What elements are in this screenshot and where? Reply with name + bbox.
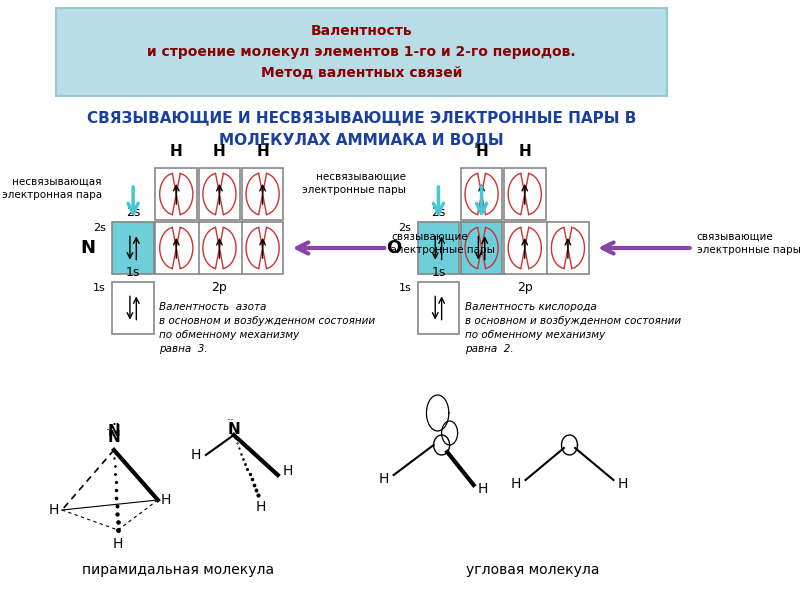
Text: H: H (379, 472, 390, 486)
Text: N: N (107, 431, 120, 445)
Text: 2s: 2s (126, 205, 140, 218)
Text: пирамидальная молекула: пирамидальная молекула (82, 563, 274, 577)
Text: 2p: 2p (517, 281, 533, 295)
Bar (418, 222, 459, 274)
Text: N̈: N̈ (107, 425, 120, 439)
Text: Валентность
и строение молекул элементов 1-го и 2-го периодов.
Метод валентных с: Валентность и строение молекул элементов… (147, 25, 576, 80)
Text: H: H (282, 464, 293, 478)
Bar (56, 8, 667, 96)
Text: H: H (213, 145, 226, 160)
Text: H: H (518, 145, 531, 160)
Text: H: H (475, 145, 488, 160)
Bar (461, 222, 589, 274)
Text: 2p: 2p (211, 281, 227, 295)
Text: несвязывающая
электронная пара: несвязывающая электронная пара (2, 176, 102, 200)
Text: H: H (510, 477, 521, 491)
Text: N: N (81, 239, 96, 257)
Text: H: H (256, 500, 266, 514)
Bar (242, 168, 283, 220)
Text: МОЛЕКУЛАХ АММИАКА И ВОДЫ: МОЛЕКУЛАХ АММИАКА И ВОДЫ (219, 133, 504, 148)
Bar (418, 282, 459, 334)
Text: O: O (386, 239, 402, 257)
Bar (461, 168, 502, 220)
Text: H: H (256, 145, 269, 160)
Bar (155, 168, 197, 220)
Text: H: H (478, 482, 488, 496)
Text: 1s: 1s (126, 265, 140, 278)
Bar (198, 168, 240, 220)
Text: связывающие
электронные пары: связывающие электронные пары (697, 232, 800, 254)
Text: угловая молекула: угловая молекула (466, 563, 599, 577)
Bar (112, 222, 154, 274)
Text: H: H (49, 503, 59, 517)
Text: H: H (113, 537, 123, 551)
Text: Валентность кислорода
в основном и возбужденном состоянии
по обменному механизму: Валентность кислорода в основном и возбу… (465, 302, 681, 354)
Text: N: N (227, 422, 240, 437)
Text: 1s: 1s (398, 283, 411, 293)
Text: 1s: 1s (431, 265, 446, 278)
Text: 1s: 1s (93, 283, 106, 293)
Text: СВЯЗЫВАЮЩИЕ И НЕСВЯЗЫВАЮЩИЕ ЭЛЕКТРОННЫЕ ПАРЫ В: СВЯЗЫВАЮЩИЕ И НЕСВЯЗЫВАЮЩИЕ ЭЛЕКТРОННЫЕ … (87, 110, 636, 125)
Bar (504, 168, 546, 220)
Text: связывающие
электронные пары: связывающие электронные пары (391, 232, 495, 254)
Text: Валентность  азота
в основном и возбужденном состоянии
по обменному механизму
ра: Валентность азота в основном и возбужден… (159, 302, 376, 354)
Text: несвязывающие
электронные пары: несвязывающие электронные пары (302, 172, 406, 194)
Text: H: H (618, 477, 628, 491)
Text: 2s: 2s (431, 205, 446, 218)
Text: H: H (191, 448, 202, 462)
Text: 2s: 2s (398, 223, 411, 233)
Bar (461, 222, 502, 274)
Text: H: H (170, 145, 182, 160)
Text: H: H (161, 493, 171, 507)
Text: ..: .. (106, 419, 114, 433)
Text: ..: .. (226, 410, 234, 424)
Bar (112, 282, 154, 334)
Bar (155, 222, 283, 274)
Text: 2s: 2s (93, 223, 106, 233)
